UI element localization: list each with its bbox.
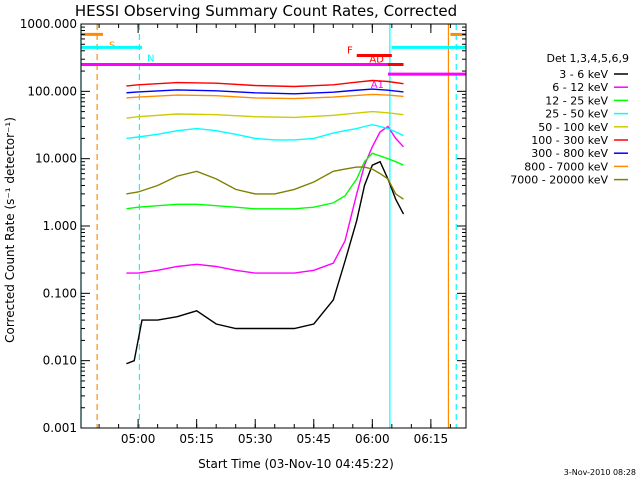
legend-entry-label: 800 - 7000 keV — [524, 160, 608, 173]
flag-label-a1: A1 — [371, 80, 384, 91]
legend-entry-label: 12 - 25 keV — [545, 94, 608, 107]
legend-entry-label: 6 - 12 keV — [552, 81, 608, 94]
legend-entry-label: 3 - 6 keV — [559, 68, 608, 81]
legend-title: Det 1,3,4,5,6,9 — [546, 52, 629, 65]
y-tick-label: 0.100 — [43, 286, 77, 300]
series-line-0 — [126, 160, 405, 365]
axes-layer: 0.001 0.010 0.100 1.000 10.000 100.000 1000.00… — [20, 17, 466, 446]
y-tick-label: 0.001 — [43, 421, 77, 435]
x-tick-label: 06:00 — [355, 432, 390, 446]
legend-entry-label: 7000 - 20000 keV — [510, 174, 608, 187]
y-tick-label: 10.000 — [35, 152, 77, 166]
legend-entry-label: 100 - 300 keV — [531, 134, 608, 147]
y-tick-label: 100.000 — [27, 84, 77, 98]
timestamp: 3-Nov-2010 08:28 — [564, 468, 636, 477]
y-tick-label: 0.010 — [43, 354, 77, 368]
flag-label-n: N — [147, 53, 154, 64]
y-axis-label: Corrected Count Rate (s⁻¹ detector⁻¹) — [3, 117, 17, 343]
plot-layer: SNFADA1 — [80, 24, 466, 428]
x-tick-label: 05:30 — [238, 432, 273, 446]
y-axis-label-group: Corrected Count Rate (s⁻¹ detector⁻¹) — [3, 117, 17, 343]
series-line-1 — [126, 125, 405, 274]
y-tick-label: 1.000 — [43, 219, 77, 233]
series-line-4 — [126, 110, 404, 119]
x-tick-label: 05:45 — [296, 432, 331, 446]
series-line-3 — [126, 123, 404, 141]
series-line-8 — [126, 166, 404, 200]
chart-title: HESSI Observing Summary Count Rates, Cor… — [75, 2, 457, 20]
y-tick-label: 1000.000 — [20, 17, 77, 31]
x-tick-label: 05:15 — [179, 432, 214, 446]
series-line-7 — [126, 93, 404, 100]
x-tick-label: 05:00 — [121, 432, 156, 446]
flag-label-f: F — [347, 46, 353, 57]
legend-entry-label: 50 - 100 keV — [538, 121, 608, 134]
series-line-6 — [126, 88, 404, 95]
legend-entry-label: 300 - 800 keV — [531, 147, 608, 160]
series-line-5 — [126, 79, 404, 88]
flag-label-ad: AD — [369, 55, 384, 66]
legend-entry-label: 25 - 50 keV — [545, 108, 608, 121]
x-axis-label: Start Time (03-Nov-10 04:45:22) — [198, 457, 394, 471]
series-line-2 — [126, 152, 404, 210]
x-tick-label: 06:15 — [414, 432, 449, 446]
